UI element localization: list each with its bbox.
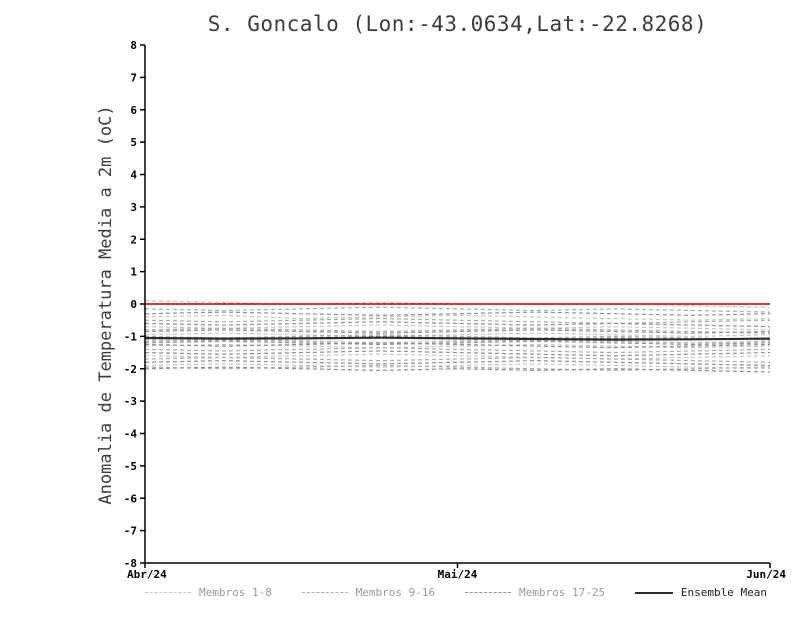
ensemble-member-line xyxy=(144,360,771,367)
ensemble-member-line xyxy=(144,353,771,360)
x-tick-label: Mai/24 xyxy=(438,568,478,581)
y-tick-label: -4 xyxy=(124,428,138,441)
y-tick-label: -3 xyxy=(124,395,137,408)
y-tick-label: 4 xyxy=(130,169,137,182)
ensemble-member-line xyxy=(144,339,771,344)
x-tick-label: Jun/24 xyxy=(746,568,786,581)
ensemble-member-line xyxy=(144,347,771,354)
y-tick-label: -6 xyxy=(124,492,138,505)
y-tick-label: -7 xyxy=(124,525,137,538)
dashed-line-sample-icon xyxy=(464,592,511,593)
y-tick-label: 7 xyxy=(130,71,137,84)
legend-entry-members-9-16: Membros 9-16 xyxy=(301,586,436,599)
ensemble-member-line xyxy=(144,329,771,334)
ensemble-mean-line xyxy=(144,336,771,341)
chart-title: S. Goncalo (Lon:-43.0634,Lat:-22.8268) xyxy=(207,12,708,36)
ensemble-member-line xyxy=(144,356,771,363)
dashed-line-sample-icon xyxy=(145,592,191,593)
y-tick-label: -2 xyxy=(124,363,137,376)
legend-entry-ensemble-mean: Ensemble Mean xyxy=(634,586,767,599)
ensemble-member-line xyxy=(144,317,771,325)
y-tick-label: -5 xyxy=(124,460,137,473)
dashed-line-sample-icon xyxy=(301,592,348,593)
ensemble-member-line xyxy=(144,306,771,313)
y-tick-label: -1 xyxy=(124,330,138,343)
y-tick-label: 0 xyxy=(130,298,137,311)
solid-line-sample-icon xyxy=(634,591,673,594)
legend-entry-members-1-8: Membros 1-8 xyxy=(145,586,272,599)
ensemble-member-line xyxy=(144,311,771,316)
ensemble-member-line xyxy=(144,350,771,357)
ensemble-member-line xyxy=(144,334,771,341)
y-tick-label: 3 xyxy=(130,201,137,214)
legend-label: Membros 9-16 xyxy=(355,586,436,599)
y-tick-label: 2 xyxy=(130,233,137,246)
ensemble-member-line xyxy=(144,366,771,373)
y-tick-label: 8 xyxy=(130,39,137,52)
ensemble-member-line xyxy=(144,300,771,308)
legend-entry-members-17-25: Membros 17-25 xyxy=(464,586,606,599)
ensemble-member-line xyxy=(144,314,771,321)
ensemble-member-line xyxy=(144,340,771,346)
legend-label: Membros 1-8 xyxy=(199,586,272,599)
y-tick-label: 6 xyxy=(130,104,137,117)
y-tick-label: -8 xyxy=(124,557,137,570)
legend-label: Ensemble Mean xyxy=(680,586,767,599)
x-tick-label: Abr/24 xyxy=(127,568,167,581)
legend: Membros 1-8 Membros 9-16 Membros 17-25 E… xyxy=(145,586,767,599)
ensemble-member-line xyxy=(144,363,771,370)
y-tick-label: 1 xyxy=(130,266,137,279)
ensemble-member-line xyxy=(144,332,771,337)
ensemble-member-line xyxy=(144,342,771,349)
ensemble-member-line xyxy=(144,324,771,331)
ensemble-member-line xyxy=(144,321,771,328)
y-tick-label: 5 xyxy=(130,136,137,149)
ensemble-member-line xyxy=(144,327,771,334)
legend-label: Membros 17-25 xyxy=(518,586,606,599)
